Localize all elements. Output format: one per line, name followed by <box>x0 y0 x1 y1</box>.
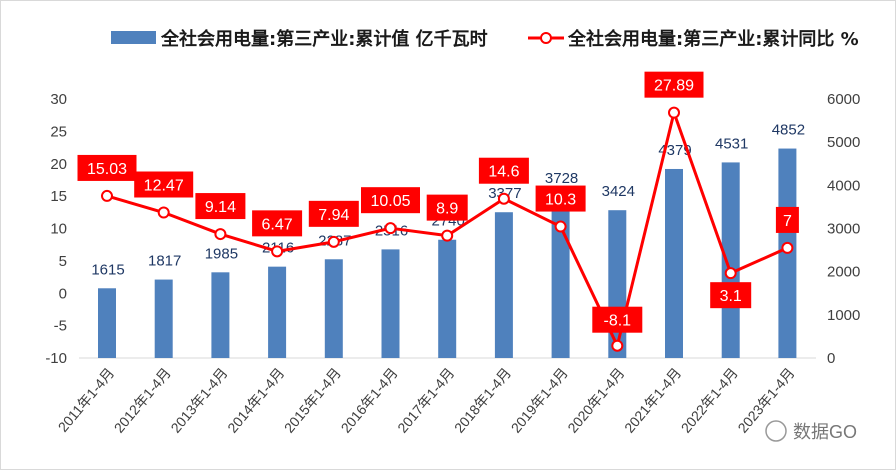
right-axis-tick: 2000 <box>827 264 860 281</box>
x-axis-label: 2021年1-4月 <box>621 365 684 436</box>
line-point <box>384 222 397 235</box>
left-axis-tick: 15 <box>50 188 67 205</box>
line-data-label-box <box>252 210 303 237</box>
left-axis-tick: 0 <box>59 285 67 302</box>
watermark: 数据GO <box>793 422 857 442</box>
bar <box>154 279 173 358</box>
line-data-label: 10.05 <box>370 193 410 210</box>
legend-line-marker <box>540 32 552 44</box>
bar-data-label: 4531 <box>715 135 748 152</box>
line-point <box>441 229 454 242</box>
line-point <box>157 206 170 219</box>
x-axis-label: 2019年1-4月 <box>508 365 571 436</box>
line-data-label: 10.3 <box>545 192 576 209</box>
line-data-label: -8.1 <box>604 313 632 330</box>
x-axis-label: 2022年1-4月 <box>678 365 741 436</box>
right-axis-tick: 0 <box>827 350 835 367</box>
line-point <box>781 241 794 254</box>
line-data-label-box <box>134 171 194 198</box>
line-data-label-box <box>308 200 359 227</box>
x-axis-label: 2014年1-4月 <box>224 365 287 436</box>
wechat-icon <box>765 420 787 442</box>
line-data-label: 7 <box>783 213 792 230</box>
right-axis-tick: 5000 <box>827 134 860 151</box>
line-data-label: 15.03 <box>87 161 127 178</box>
line-data-label-box <box>77 154 137 181</box>
bar-data-label: 1615 <box>91 261 124 278</box>
x-axis-label: 2018年1-4月 <box>451 365 514 436</box>
x-axis-label: 2017年1-4月 <box>394 365 457 436</box>
left-axis-tick: 10 <box>50 221 67 238</box>
line-data-label: 7.94 <box>318 207 349 224</box>
x-axis-label: 2015年1-4月 <box>281 365 344 436</box>
line-point <box>724 267 737 280</box>
x-axis-label: 2016年1-4月 <box>338 365 401 436</box>
left-axis-tick: -10 <box>45 350 67 367</box>
x-axis-label: 2023年1-4月 <box>734 365 797 436</box>
line-point <box>554 220 567 233</box>
bar <box>211 272 230 358</box>
left-axis-tick: 25 <box>50 123 67 140</box>
line-data-label: 14.6 <box>488 164 519 181</box>
line-point <box>101 189 113 202</box>
line-data-label-box <box>361 187 420 214</box>
line-data-label-box <box>535 185 586 212</box>
right-axis-tick: 4000 <box>827 177 860 194</box>
x-axis-label: 2020年1-4月 <box>564 365 627 436</box>
bar-data-label: 1985 <box>205 245 238 262</box>
line-data-label: 6.47 <box>262 216 293 233</box>
right-axis-tick: 3000 <box>827 221 860 238</box>
line-data-label-box <box>644 71 704 98</box>
x-axis-label: 2011年1-4月 <box>55 365 118 435</box>
line-point <box>611 339 624 352</box>
line-data-label: 27.89 <box>654 78 694 95</box>
x-axis-label: 2013年1-4月 <box>167 365 230 436</box>
line-data-label: 8.9 <box>436 201 458 218</box>
line-point <box>214 228 227 241</box>
line-data-label-box <box>426 194 468 221</box>
bar-data-label: 4852 <box>772 122 805 139</box>
right-axis-tick: 6000 <box>827 91 860 108</box>
right-axis-tick: 1000 <box>827 307 860 324</box>
line-point <box>327 235 340 248</box>
line-data-label-box <box>478 157 529 184</box>
left-axis-tick: 30 <box>50 91 67 108</box>
bar <box>98 288 116 358</box>
bar-data-label: 1817 <box>148 253 181 270</box>
legend-bar-swatch <box>111 31 156 44</box>
line-point <box>668 106 680 119</box>
x-axis-label: 2012年1-4月 <box>111 365 174 436</box>
line-data-label-box <box>710 282 752 309</box>
bar <box>438 239 457 358</box>
legend-line-label: 全社会用电量:第三产业:累计同比 % <box>567 28 859 50</box>
line-data-label-box <box>775 206 799 233</box>
bar-data-label: 3424 <box>602 183 635 200</box>
bar <box>324 259 343 358</box>
bar <box>721 162 740 358</box>
left-axis-tick: 20 <box>50 156 67 173</box>
line-data-label: 3.1 <box>720 288 742 305</box>
line-data-label-box <box>592 306 643 333</box>
line-data-label-box <box>195 193 246 220</box>
line-point <box>497 192 510 205</box>
left-axis-tick: 5 <box>59 253 67 270</box>
legend-bar-label: 全社会用电量:第三产业:累计值 亿千瓦时 <box>160 28 488 50</box>
bar <box>268 266 287 358</box>
line-point <box>271 245 284 258</box>
bar <box>494 212 513 358</box>
line-data-label: 12.47 <box>144 178 184 195</box>
bar <box>381 249 400 358</box>
line-data-label: 9.14 <box>205 199 236 216</box>
left-axis-tick: -5 <box>54 318 67 335</box>
bar-data-label: 3728 <box>545 170 578 187</box>
bar <box>665 168 683 358</box>
